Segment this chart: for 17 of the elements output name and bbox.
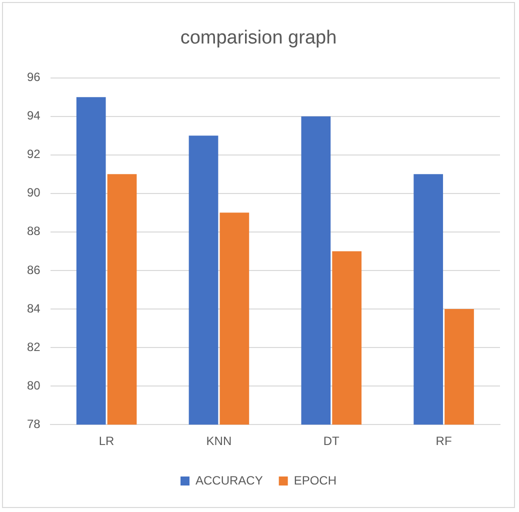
legend-label: ACCURACY [195, 473, 263, 488]
x-tick-label: RF [436, 434, 452, 448]
y-tick-label: 92 [26, 147, 41, 162]
y-tick-label: 94 [26, 108, 41, 123]
x-tick-label: DT [323, 434, 340, 448]
y-tick-label: 80 [26, 378, 41, 392]
chart-title: comparision graph [180, 28, 337, 49]
y-tick-label: 82 [26, 340, 41, 354]
x-tick-label: KNN [206, 434, 232, 448]
y-tick-label: 86 [26, 262, 41, 277]
x-tick-label: LR [98, 434, 115, 448]
y-tick-label: 78 [26, 416, 41, 431]
y-tick-label: 90 [26, 186, 41, 200]
y-tick-label: 96 [26, 70, 41, 84]
y-tick-label: 88 [26, 224, 41, 238]
y-tick-label: 84 [26, 301, 41, 316]
legend-label: EPOCH [294, 473, 337, 488]
